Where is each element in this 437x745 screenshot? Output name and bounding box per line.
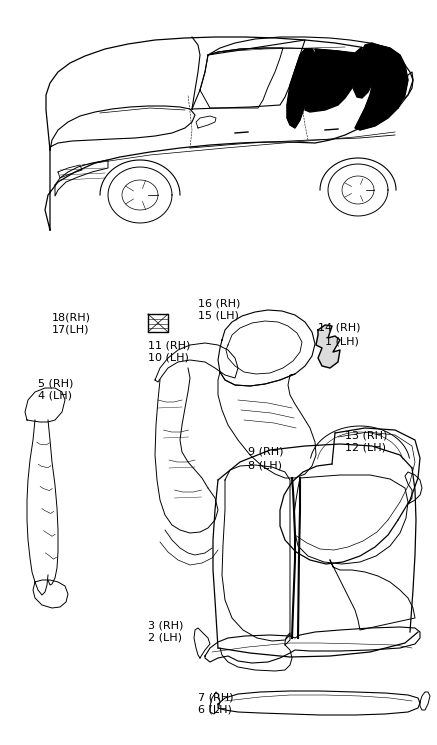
- Text: 12 (LH): 12 (LH): [345, 443, 386, 453]
- Polygon shape: [353, 43, 380, 98]
- Text: 1 (LH): 1 (LH): [325, 336, 359, 346]
- Text: 17(LH): 17(LH): [52, 325, 90, 335]
- Text: 8 (LH): 8 (LH): [248, 460, 282, 470]
- Text: 14 (RH): 14 (RH): [318, 323, 361, 333]
- Text: 13 (RH): 13 (RH): [345, 430, 387, 440]
- Text: 2 (LH): 2 (LH): [148, 633, 182, 643]
- Text: 10 (LH): 10 (LH): [148, 353, 189, 363]
- Polygon shape: [305, 47, 362, 112]
- Polygon shape: [287, 49, 316, 128]
- Text: 9 (RH): 9 (RH): [248, 447, 284, 457]
- Text: 4 (LH): 4 (LH): [38, 391, 72, 401]
- Text: 11 (RH): 11 (RH): [148, 340, 191, 350]
- Text: 3 (RH): 3 (RH): [148, 620, 184, 630]
- Text: 7 (RH): 7 (RH): [198, 692, 233, 702]
- Text: 16 (RH): 16 (RH): [198, 298, 240, 308]
- Text: 6 (LH): 6 (LH): [198, 705, 232, 715]
- Text: 15 (LH): 15 (LH): [198, 311, 239, 321]
- Text: 18(RH): 18(RH): [52, 312, 91, 322]
- Text: 5 (RH): 5 (RH): [38, 378, 73, 388]
- Polygon shape: [316, 325, 340, 368]
- Polygon shape: [355, 45, 408, 130]
